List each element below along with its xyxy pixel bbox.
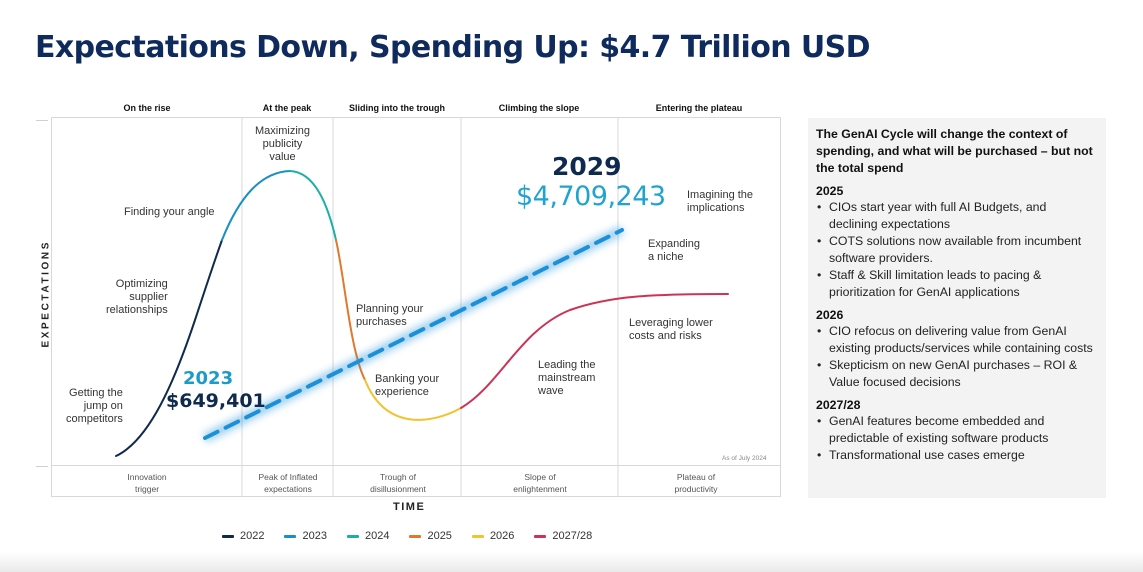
legend-swatch [409,534,422,538]
legend-item: 2024 [346,530,389,542]
sidebar-bullet: Transformational use cases emerge [816,447,1098,464]
annotation-leading: Leading the mainstream wave [538,359,596,397]
annotation-expanding: Expanding a niche [648,238,700,263]
axis-tick [36,466,48,467]
as-of-note: As of July 2024 [722,455,767,462]
sidebar-year: 2026 [816,308,844,322]
sidebar-list: GenAI features become embedded and predi… [816,413,1098,464]
annotation-finding-angle: Finding your angle [124,206,215,218]
sidebar-list: CIOs start year with full AI Budgets, an… [816,199,1098,301]
annotation-optimizing: Optimizing supplier relationships [106,278,168,316]
annotation-planning: Planning your purchases [356,303,424,328]
spending-trend-line [203,228,624,440]
phase-bottom-label: Innovation trigger [127,472,167,494]
sidebar-year: 2027/28 [816,398,861,412]
footer-shade [0,552,1143,572]
genai-cycle-sidebar: The GenAI Cycle will change the context … [808,118,1106,498]
phase-bottom-label: Peak of Inflated expectations [258,472,318,494]
trend-end-value: $4,709,243 [516,181,666,212]
trend-start-year: 2023 [183,368,234,389]
x-axis-label: TIME [393,501,426,513]
annotation-maximizing: Maximizing publicity value [255,125,311,163]
phase-bottom-row [51,466,781,497]
axis-tick [36,120,48,121]
curve-segment-2024 [289,170,337,241]
phase-bottom-label: Plateau of productivity [674,472,718,494]
curve-segment-2022 [115,239,223,457]
page-title: Expectations Down, Spending Up: $4.7 Tri… [35,30,870,65]
annotation-getting-jump: Getting the jump on competitors [66,387,123,425]
curve-segment-2025 [335,239,366,381]
sidebar-heading: The GenAI Cycle will change the context … [816,127,1093,175]
annotation-banking: Banking your experience [375,373,440,398]
phase-top-label: Entering the plateau [655,103,743,113]
curve-segment-2023 [221,170,291,241]
phase-top-label: Sliding into the trough [349,103,445,113]
trend-end-year: 2029 [552,152,622,181]
curve-segment-2027-28 [460,293,729,409]
sidebar-bullet: Skepticism on new GenAI purchases – ROI … [816,357,1098,391]
legend-item: 2026 [471,530,514,542]
phase-top-label: Climbing the slope [498,103,580,113]
legend-swatch [346,534,359,538]
annotation-imagining: Imagining the implications [687,189,754,214]
legend-item: 2027/28 [534,530,592,542]
sidebar-list: CIO refocus on delivering value from Gen… [816,323,1098,391]
sidebar-bullet: COTS solutions now available from incumb… [816,233,1098,267]
legend-swatch [471,534,484,538]
sidebar-bullet: CIO refocus on delivering value from Gen… [816,323,1098,357]
legend-item: 2023 [284,530,327,542]
legend-item: 2025 [409,530,452,542]
phase-top-label: At the peak [262,103,312,113]
chart-plot-area [51,117,781,466]
phase-bottom-label: Slope of enlightenment [513,472,567,494]
legend-swatch [222,534,234,538]
sidebar-bullet: GenAI features become embedded and predi… [816,413,1098,447]
chart-legend: 2022 2023 2024 2025 2026 2027/28 [222,530,592,542]
sidebar-bullet: CIOs start year with full AI Budgets, an… [816,199,1098,233]
curve-segment-2026 [364,379,462,421]
phase-bottom-label: Trough of disillusionment [370,472,426,494]
legend-swatch [534,534,547,538]
legend-item: 2022 [222,530,264,542]
legend-swatch [284,534,297,538]
sidebar-bullet: Staff & Skill limitation leads to pacing… [816,267,1098,301]
phase-top-label: On the rise [123,103,171,113]
annotation-leveraging: Leveraging lower costs and risks [629,317,713,342]
trend-start-value: $649,401 [166,390,266,412]
sidebar-year: 2025 [816,184,844,198]
